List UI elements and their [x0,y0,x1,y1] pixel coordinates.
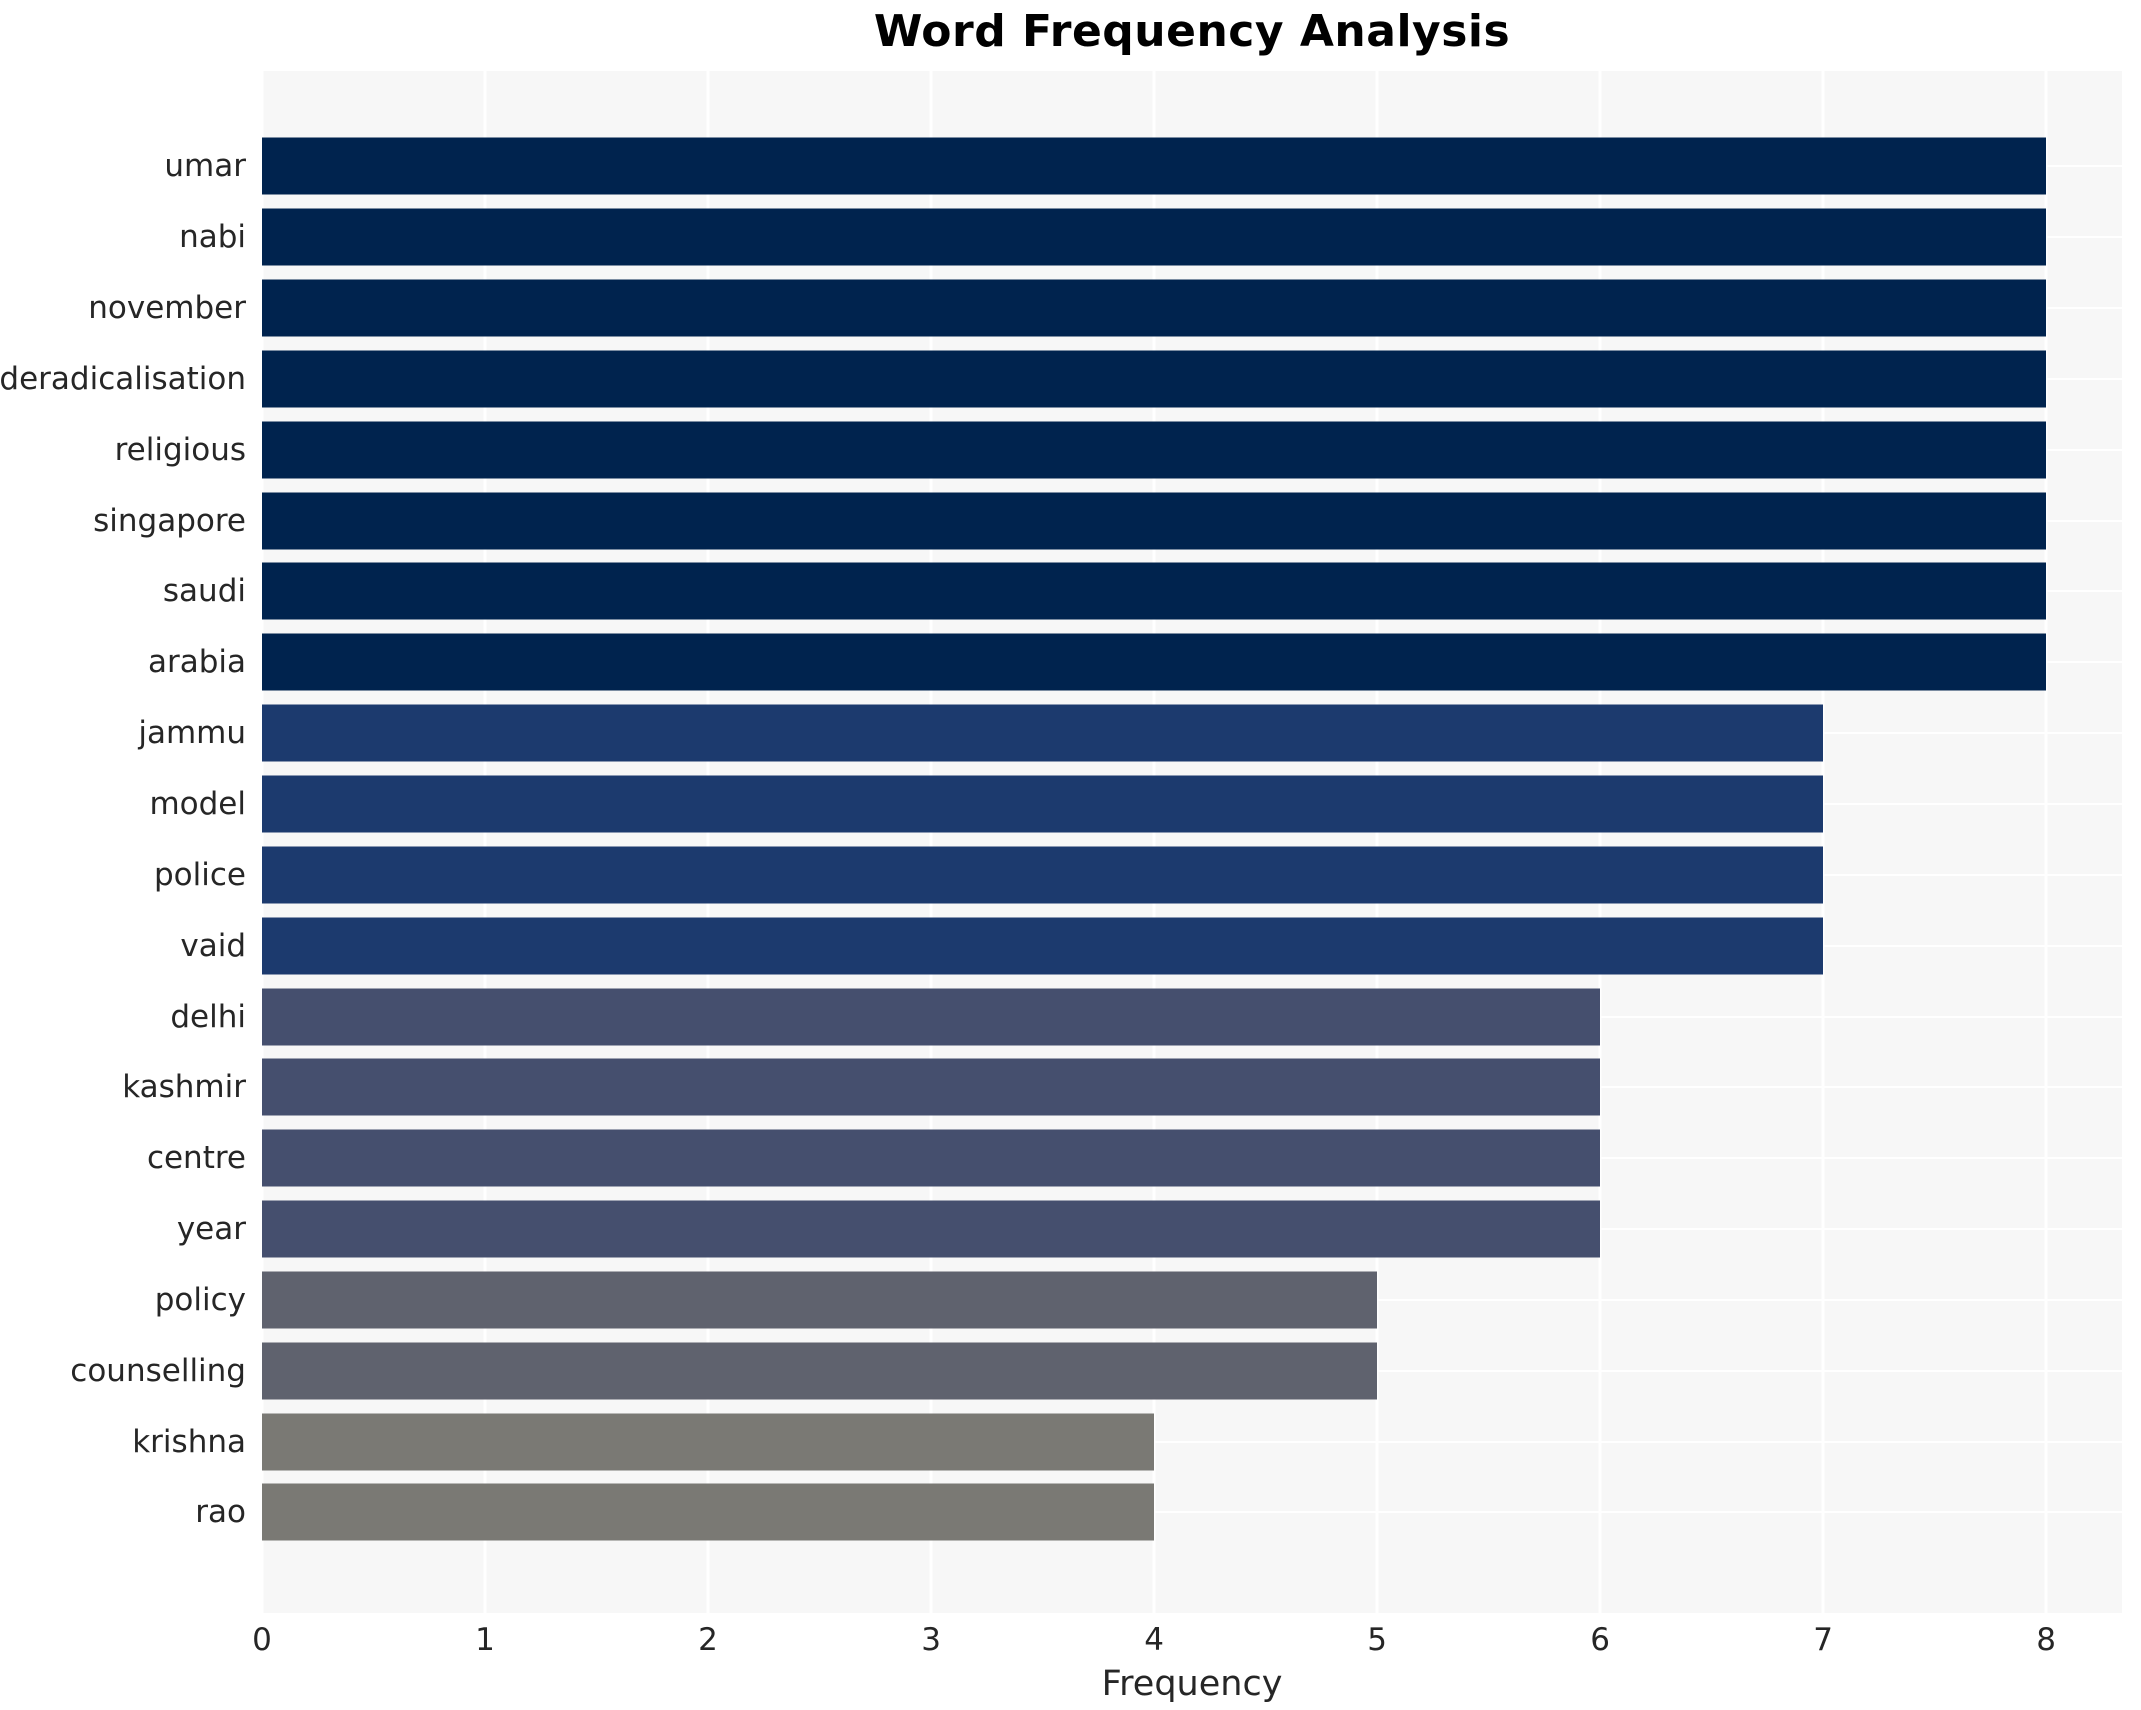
x-axis-label: Frequency [1101,1664,1283,1704]
vertical-gridline [2044,71,2048,1613]
y-tick-label: umar [164,148,246,185]
y-tick-label: religious [114,431,246,468]
bar-row: rao [195,1477,2122,1548]
frequency-bar-year [262,1200,1601,1258]
y-tick-label: deradicalisation [0,360,246,397]
vertical-gridline [483,71,487,1613]
bar-row: jammu [138,698,2122,769]
y-tick-label: arabia [147,644,246,681]
frequency-bar-police [262,846,1824,904]
y-tick-label: policy [154,1281,246,1318]
frequency-bar-saudi [262,562,2047,620]
frequency-bar-religious [262,421,2047,479]
bar-row: november [88,273,2122,344]
frequency-bar-vaid [262,917,1824,975]
y-tick-label: jammu [138,715,246,752]
bar-row: kashmir [122,1052,2122,1123]
frequency-bar-jammu [262,704,1824,762]
y-tick-label: model [149,786,246,823]
x-tick-label: 3 [921,1622,941,1658]
vertical-gridline [929,71,933,1613]
y-tick-label: singapore [93,502,246,539]
x-tick-label: 1 [475,1622,495,1658]
frequency-bar-singapore [262,492,2047,550]
y-tick-label: kashmir [122,1069,246,1106]
frequency-bar-policy [262,1271,1378,1329]
y-tick-label: police [154,856,246,893]
plot-area: umar nabi november deradicalisation reli… [0,71,2122,1613]
y-tick-label: counselling [70,1352,246,1389]
bar-row: religious [115,414,2122,485]
y-tick-label: vaid [180,927,246,964]
y-tick-label: nabi [179,219,246,256]
y-tick-label: year [176,1211,246,1248]
vertical-gridline [706,71,710,1613]
bar-row: counselling [70,1335,2122,1406]
horizontal-gridline [262,1511,2122,1514]
bar-row: police [154,839,2122,910]
x-tick-label: 7 [1813,1622,1834,1658]
y-tick-label: krishna [132,1423,246,1460]
y-tick-label: centre [146,1140,246,1177]
vertical-gridline [260,71,264,1613]
bar-row: policy [155,1265,2122,1336]
bar-row: vaid [180,910,2122,981]
bar-row: umar [164,131,2122,202]
y-tick-label: rao [195,1494,246,1531]
vertical-gridline [1375,71,1379,1613]
bar-rows: umar nabi november deradicalisation reli… [0,71,2122,1613]
bar-row: delhi [170,981,2122,1052]
bar-row: krishna [132,1406,2122,1477]
y-tick-label: delhi [170,998,246,1035]
vertical-gridline [1821,71,1825,1613]
x-tick-label: 6 [1590,1622,1610,1658]
bar-row: nabi [179,202,2122,273]
bar-row: model [149,769,2122,840]
frequency-bar-deradicalisation [262,350,2047,408]
frequency-bar-rao [262,1483,1155,1541]
x-tick-label: 4 [1144,1622,1164,1658]
x-tick-label: 2 [698,1622,718,1658]
x-axis-ticks: 0 1 2 3 4 5 6 7 8 [252,1622,2122,1662]
y-tick-label: november [88,290,246,327]
frequency-bar-delhi [262,988,1601,1046]
chart-title: Word Frequency Analysis [873,6,1511,57]
frequency-bar-krishna [262,1413,1155,1471]
bar-row: centre [147,1123,2122,1194]
frequency-bar-november [262,279,2047,337]
frequency-bar-kashmir [262,1058,1601,1116]
vertical-gridline [1598,71,1602,1613]
x-tick-label: 5 [1367,1622,1387,1658]
frequency-bar-centre [262,1129,1601,1187]
bar-row: deradicalisation [0,344,2122,415]
x-tick-label: 8 [2036,1622,2057,1658]
bar-row: singapore [93,485,2122,556]
x-tick-label: 0 [252,1622,272,1658]
frequency-bar-nabi [262,208,2047,266]
frequency-bar-model [262,775,1824,833]
bar-row: saudi [163,556,2122,627]
frequency-bar-umar [262,137,2047,195]
y-tick-label: saudi [162,573,246,610]
frequency-bar-counselling [262,1342,1378,1400]
frequency-bar-arabia [262,633,2047,691]
horizontal-gridline [262,1440,2122,1443]
bar-row: year [177,1194,2122,1265]
vertical-gridline [1152,71,1156,1613]
bar-row: arabia [148,627,2122,698]
